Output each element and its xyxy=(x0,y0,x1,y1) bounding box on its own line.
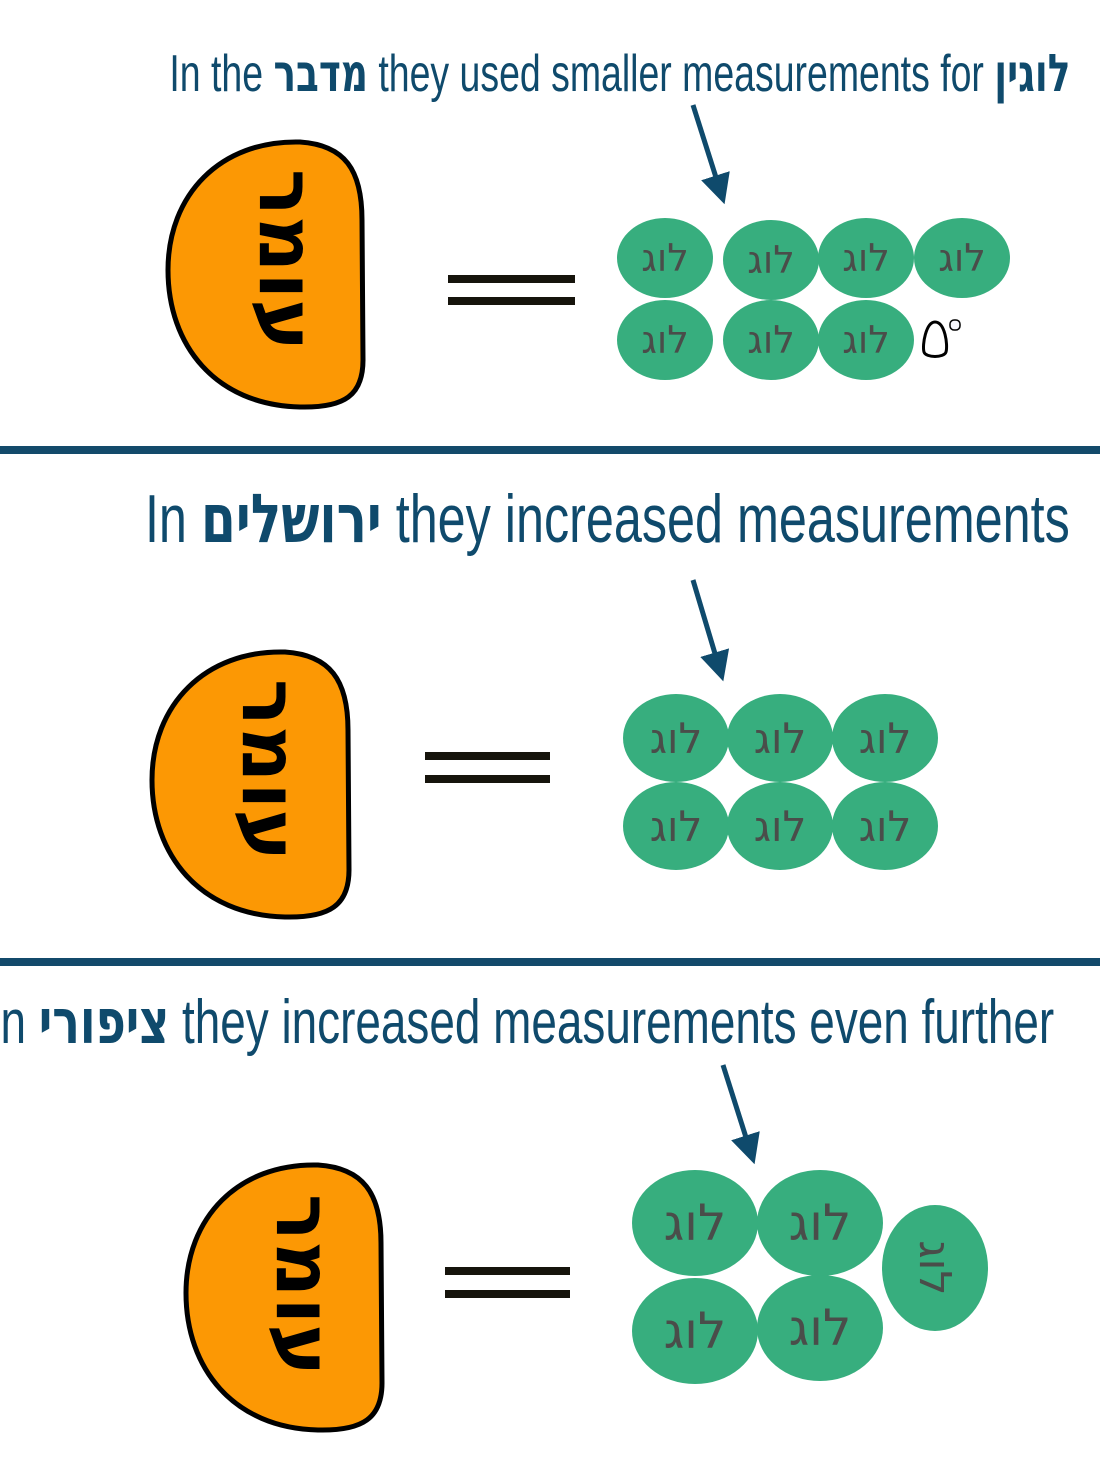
omer-blob xyxy=(149,649,352,920)
log-unit: לוג xyxy=(757,1170,883,1276)
egg-icon xyxy=(922,319,961,358)
log-unit: לוג xyxy=(727,694,833,782)
arrow xyxy=(690,104,730,205)
log-unit: לוג xyxy=(832,782,938,870)
log-unit: לוג xyxy=(623,694,729,782)
log-unit: לוג xyxy=(723,220,819,300)
omer-label: עומר xyxy=(258,1193,349,1377)
section-divider xyxy=(0,958,1100,966)
section-2-title: In ירושלים they increased measurements xyxy=(145,480,1070,559)
log-unit: לוג xyxy=(832,694,938,782)
log-unit: לוג xyxy=(723,300,819,380)
omer-blob xyxy=(165,139,366,410)
log-unit: לוג xyxy=(617,300,713,380)
section-divider xyxy=(0,446,1100,454)
arrow xyxy=(690,579,730,682)
equals-sign xyxy=(448,275,575,305)
log-unit: לוג xyxy=(632,1278,758,1384)
equals-sign xyxy=(445,1267,570,1298)
section-3-title: In ציפורי they increased measurements ev… xyxy=(0,985,1054,1058)
log-unit: לוג xyxy=(914,218,1010,298)
log-unit: לוג xyxy=(727,782,833,870)
log-unit: לוג xyxy=(818,300,914,380)
log-unit: לוג xyxy=(617,218,713,298)
log-unit: לוג xyxy=(632,1170,758,1276)
omer-label: עומר xyxy=(224,678,315,862)
section-1-title: In the מדבר they used smaller measuremen… xyxy=(168,44,1070,104)
log-unit: לוג xyxy=(623,782,729,870)
equals-sign xyxy=(425,752,550,783)
log-unit: לוג xyxy=(818,218,914,298)
log-unit: לוג xyxy=(757,1275,883,1381)
log-unit-rotated: לוג xyxy=(882,1205,988,1331)
arrow xyxy=(720,1064,760,1165)
omer-label: עומר xyxy=(241,168,332,352)
omer-blob xyxy=(183,1162,385,1433)
